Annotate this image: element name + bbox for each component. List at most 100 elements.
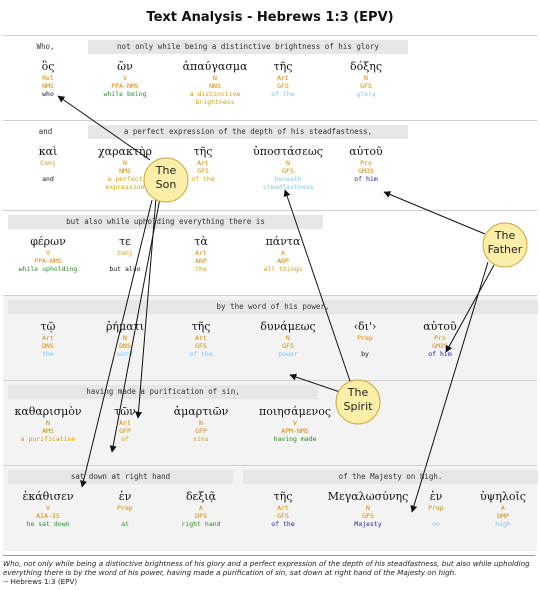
part-of-speech: A: [501, 504, 505, 512]
part-of-speech: Prep: [357, 334, 373, 342]
greek-word: ὢν: [117, 60, 133, 73]
greek-word-block: τῆς Art GFS of the: [238, 490, 328, 528]
english-gloss: sins: [193, 435, 209, 443]
greek-word: ἐν: [429, 490, 443, 503]
english-gloss: of the: [271, 90, 295, 98]
greek-word: τῆς: [191, 320, 211, 333]
parsing-code: DMP: [497, 512, 509, 520]
english-gloss: the: [42, 350, 54, 358]
parsing-code: PPA-NMS: [34, 257, 62, 265]
english-phrase: having made a purification of sin,: [8, 385, 318, 399]
greek-word: αὐτοῦ: [423, 320, 457, 333]
parsing-code: NNS: [209, 82, 221, 90]
referent-label: The Son: [155, 164, 177, 191]
greek-word: τὰ: [194, 235, 208, 248]
part-of-speech: Art: [42, 334, 54, 342]
english-gloss: the: [195, 265, 207, 273]
greek-word: τῆς: [193, 145, 213, 158]
verse-segment-row: Who, not only while being a distinctive b…: [3, 35, 537, 121]
part-of-speech: V: [293, 419, 297, 427]
english-gloss: Majesty: [354, 520, 382, 528]
part-of-speech: N: [213, 74, 217, 82]
greek-word: ἐκάθισεν: [22, 490, 74, 503]
english-gloss: and: [42, 175, 54, 183]
part-of-speech: Prep: [428, 504, 444, 512]
parsing-code: ANP: [195, 257, 207, 265]
footer-translation: Who, not only while being a distinctive …: [3, 555, 535, 586]
parsing-code: GM3S: [432, 342, 448, 350]
greek-word: ῥήματι: [105, 320, 145, 333]
referent-annotation: The Father: [482, 222, 528, 268]
english-gloss: beneath steadfastness: [262, 175, 314, 191]
referent-circle: [143, 157, 189, 203]
greek-word: τῆς: [273, 60, 293, 73]
greek-word-block: ποιησάμενος V APM-NMS having made: [250, 405, 340, 443]
greek-word-block: τὰ Art ANP the: [156, 235, 246, 273]
parsing-code: GFS: [362, 512, 374, 520]
part-of-speech: Art: [119, 419, 131, 427]
greek-word-block: Μεγαλωσύνης N GFS Majesty: [323, 490, 413, 528]
part-of-speech: N: [366, 504, 370, 512]
greek-word: Μεγαλωσύνης: [327, 490, 409, 503]
parsing-code: AIA-3S: [36, 512, 60, 520]
part-of-speech: N: [46, 419, 50, 427]
reference-arrow: [410, 261, 489, 513]
reference-arrow: [383, 191, 486, 235]
english-gloss: having made: [273, 435, 317, 443]
greek-word: πάντα: [265, 235, 301, 248]
english-gloss: of him: [428, 350, 452, 358]
part-of-speech: Art: [195, 334, 207, 342]
verse-segment-row: sat down at right hand of the Majesty on …: [3, 465, 540, 551]
english-gloss: right hand: [181, 520, 221, 528]
part-of-speech: A: [281, 249, 285, 257]
referent-annotation: The Son: [143, 157, 189, 203]
greek-word-block: ὑψηλοῖς A DMP high: [458, 490, 540, 528]
parsing-code: GFS: [277, 82, 289, 90]
greek-word: ὑψηλοῖς: [480, 490, 526, 503]
greek-word: δόξης: [349, 60, 383, 73]
greek-word-block: αὐτοῦ Pro GM3S of him: [395, 320, 485, 358]
english-phrase: Who,: [36, 42, 55, 51]
english-gloss: he sat down: [26, 520, 70, 528]
greek-word: αὐτοῦ: [349, 145, 383, 158]
verse-segment-row: and a perfect expression of the depth of …: [3, 120, 537, 211]
greek-word: ποιησάμενος: [258, 405, 331, 418]
parsing-code: GFS: [282, 342, 294, 350]
english-phrase: sat down at right hand: [8, 470, 233, 484]
greek-word-block: ὃς Rel NMS who: [3, 60, 93, 98]
part-of-speech: Art: [197, 159, 209, 167]
parsing-code: DNS: [42, 342, 54, 350]
reference-arrow: [57, 95, 151, 161]
footer-reference: -- Hebrews 1:3 (EPV): [3, 577, 78, 586]
greek-word-block: δυνάμεως N GFS power: [243, 320, 333, 358]
part-of-speech: Art: [277, 74, 289, 82]
greek-word-block: δεξιᾷ A DFS right hand: [156, 490, 246, 528]
parsing-code: DFS: [195, 512, 207, 520]
greek-word-block: χαρακτὴρ N NMS a perfect expression: [80, 145, 170, 191]
greek-word-block: ἐν Prep on: [391, 490, 481, 528]
greek-word: ἀπαύγασμα: [182, 60, 248, 73]
parsing-code: NMS: [42, 82, 54, 90]
part-of-speech: Conj: [40, 159, 56, 167]
parsing-code: GFS: [197, 167, 209, 175]
greek-word: φέρων: [30, 235, 66, 248]
reference-arrow: [283, 189, 351, 382]
greek-word-block: ὑποστάσεως N GFS beneath steadfastness: [243, 145, 333, 191]
parsing-code: GFP: [195, 427, 207, 435]
english-gloss: a distinctive brightness: [189, 90, 241, 106]
english-gloss: of the: [189, 350, 213, 358]
parsing-code: GFS: [282, 167, 294, 175]
greek-word-block: ἁμαρτιῶν N GFP sins: [156, 405, 246, 443]
english-gloss: high: [495, 520, 511, 528]
greek-word: ὃς: [41, 60, 55, 73]
greek-word: τε: [119, 235, 131, 248]
english-gloss: word: [117, 350, 133, 358]
part-of-speech: Pro: [360, 159, 372, 167]
greek-word-block: δόξης N GFS glory: [321, 60, 411, 98]
verse-segment-row: having made a purification of sin, καθαρι…: [3, 380, 537, 466]
english-gloss: while upholding: [18, 265, 78, 273]
english-phrase: but also while upholding everything ther…: [8, 215, 323, 229]
greek-word-block: τῶν Art GFP of: [80, 405, 170, 443]
parsing-code: PPA-NMS: [111, 82, 139, 90]
english-phrase: a perfect expression of the depth of his…: [88, 125, 408, 139]
